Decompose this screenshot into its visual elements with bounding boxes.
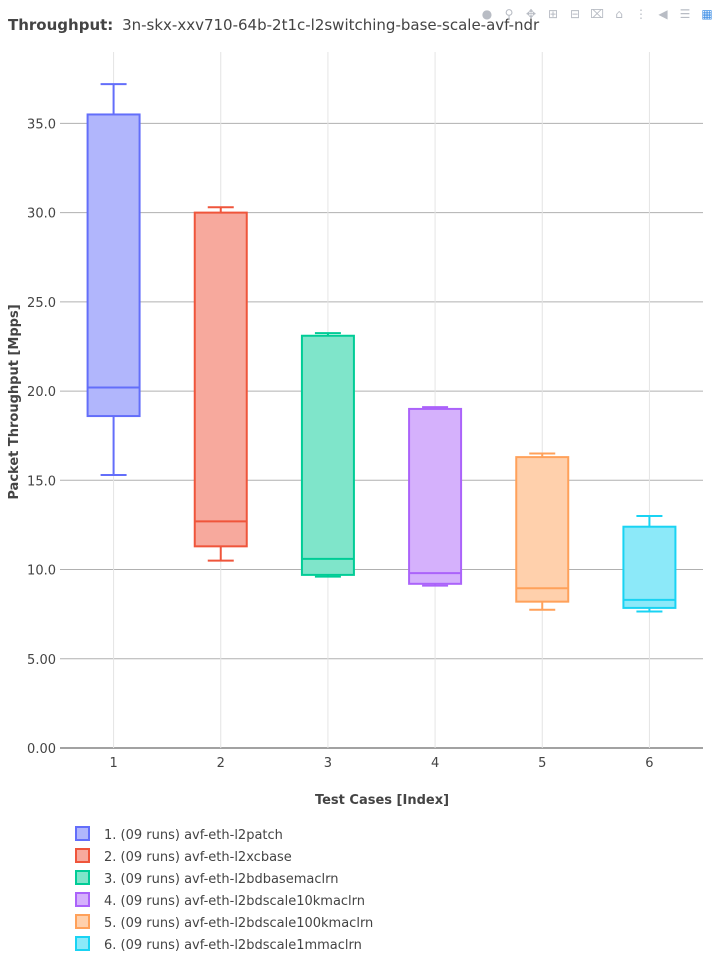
hover-closest-icon[interactable]: ◀ bbox=[658, 7, 668, 21]
legend-item[interactable]: 5. (09 runs) avf-eth-l2bdscale100kmaclrn bbox=[75, 914, 373, 931]
box-2[interactable] bbox=[193, 206, 248, 562]
legend-label: 2. (09 runs) avf-eth-l2xcbase bbox=[104, 850, 292, 865]
box-3[interactable] bbox=[300, 332, 355, 578]
chart-title-bold: Throughput: bbox=[8, 16, 113, 34]
pan-icon[interactable]: ✥ bbox=[525, 7, 537, 21]
chart-title-rest: 3n-skx-xxv710-64b-2t1c-l2switching-base-… bbox=[122, 16, 540, 34]
legend-item[interactable]: 6. (09 runs) avf-eth-l2bdscale1mmaclrn bbox=[75, 936, 362, 953]
zoom-out-icon[interactable]: ⊟ bbox=[569, 7, 581, 21]
y-tick-label: 35.0 bbox=[27, 117, 56, 132]
autoscale-icon[interactable]: ⌧ bbox=[590, 7, 604, 21]
box-body bbox=[622, 525, 677, 609]
box-body bbox=[408, 407, 463, 585]
box-1[interactable] bbox=[86, 83, 141, 476]
x-tick-label: 5 bbox=[538, 756, 546, 771]
legend-swatch bbox=[75, 826, 90, 841]
legend-swatch bbox=[75, 892, 90, 907]
x-tick-label: 6 bbox=[645, 756, 653, 771]
y-tick-label: 20.0 bbox=[27, 385, 56, 400]
legend-swatch bbox=[75, 848, 90, 863]
x-tick-labels: 1 2 3 4 5 6 bbox=[109, 756, 653, 771]
boxes bbox=[86, 83, 677, 613]
box-6[interactable] bbox=[622, 515, 677, 613]
legend-swatch bbox=[75, 870, 90, 885]
box-body bbox=[515, 456, 570, 603]
grid bbox=[60, 122, 703, 749]
x-tick-label: 2 bbox=[217, 756, 225, 771]
legend-item[interactable]: 4. (09 runs) avf-eth-l2bdscale10kmaclrn bbox=[75, 892, 365, 909]
chart-title: Throughput: 3n-skx-xxv710-64b-2t1c-l2swi… bbox=[8, 16, 540, 34]
legend-label: 6. (09 runs) avf-eth-l2bdscale1mmaclrn bbox=[104, 938, 362, 953]
home-icon[interactable]: ⌂ bbox=[615, 7, 623, 21]
legend-swatch bbox=[75, 914, 90, 929]
box-body bbox=[193, 211, 248, 548]
modebar: ● ⚲ ✥ ⊞ ⊟ ⌧ ⌂ ⋮ ◀ ☰ ▦ bbox=[479, 6, 715, 22]
legend-item[interactable]: 2. (09 runs) avf-eth-l2xcbase bbox=[75, 848, 292, 865]
zoom-icon[interactable]: ⚲ bbox=[504, 7, 514, 21]
plotly-logo-icon[interactable]: ▦ bbox=[701, 7, 713, 21]
legend-label: 5. (09 runs) avf-eth-l2bdscale100kmaclrn bbox=[104, 916, 373, 931]
x-tick-label: 3 bbox=[324, 756, 332, 771]
hover-compare-icon[interactable]: ☰ bbox=[679, 7, 691, 21]
box-body bbox=[86, 113, 141, 418]
y-tick-label: 25.0 bbox=[27, 296, 56, 311]
legend-label: 1. (09 runs) avf-eth-l2patch bbox=[104, 828, 283, 843]
y-tick-labels: 0.00 5.00 10.0 15.0 20.0 25.0 30.0 35.0 bbox=[27, 117, 56, 757]
y-tick-label: 15.0 bbox=[27, 474, 56, 489]
x-tick-label: 1 bbox=[109, 756, 117, 771]
legend-item[interactable]: 3. (09 runs) avf-eth-l2bdbasemaclrn bbox=[75, 870, 338, 887]
x-tick-label: 4 bbox=[431, 756, 439, 771]
box-5[interactable] bbox=[515, 452, 570, 611]
y-tick-label: 10.0 bbox=[27, 564, 56, 579]
box-4[interactable] bbox=[408, 406, 463, 587]
legend-label: 4. (09 runs) avf-eth-l2bdscale10kmaclrn bbox=[104, 894, 365, 909]
legend-swatch bbox=[75, 936, 90, 951]
y-tick-label: 0.00 bbox=[27, 742, 56, 757]
y-tick-label: 5.00 bbox=[27, 653, 56, 668]
x-axis-label: Test Cases [Index] bbox=[315, 793, 449, 808]
legend: 1. (09 runs) avf-eth-l2patch 2. (09 runs)… bbox=[75, 826, 373, 953]
legend-item[interactable]: 1. (09 runs) avf-eth-l2patch bbox=[75, 826, 283, 843]
y-axis-label: Packet Throughput [Mpps] bbox=[7, 304, 22, 499]
spike-lines-icon[interactable]: ⋮ bbox=[635, 7, 647, 21]
legend-label: 3. (09 runs) avf-eth-l2bdbasemaclrn bbox=[104, 872, 338, 887]
camera-icon[interactable]: ● bbox=[481, 7, 493, 21]
box-body bbox=[300, 334, 355, 576]
zoom-in-icon[interactable]: ⊞ bbox=[547, 7, 559, 21]
y-tick-label: 30.0 bbox=[27, 207, 56, 222]
